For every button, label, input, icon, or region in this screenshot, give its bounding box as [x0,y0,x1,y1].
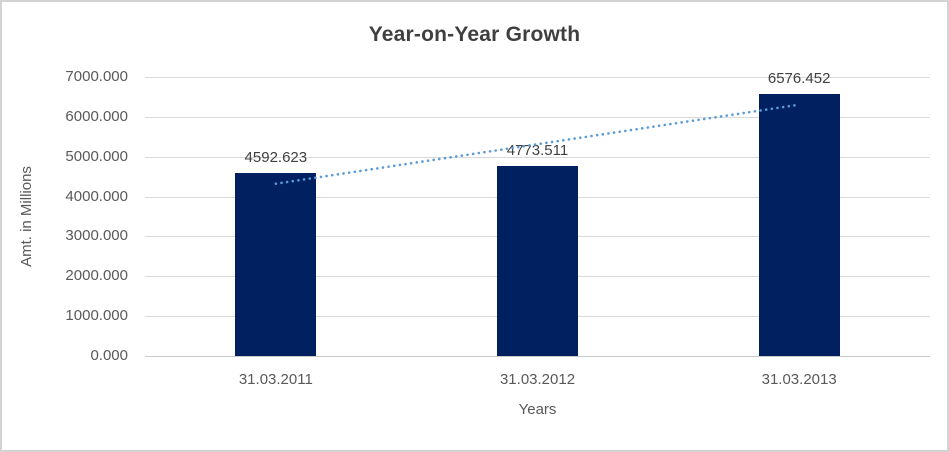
y-tick-label: 1000.000 [65,307,128,325]
gridline [145,116,930,118]
trendline [274,103,801,186]
chart-title: Year-on-Year Growth [368,23,581,46]
plot-area: 4592.623 4773.511 6576.452 [145,70,930,357]
data-label-31.03.2012: 4773.511 [506,141,569,159]
y-tick-label: 0.000 [90,347,128,364]
data-label-31.03.2013: 6576.452 [767,69,831,87]
y-tick-label: 4000.000 [65,187,128,205]
y-axis-title-text: Amt. in Millions [17,166,35,267]
trendline-path [274,103,801,186]
y-tick-label: 6000.000 [65,107,128,125]
x-tick-label-31.03.2011: 31.03.2011 [238,371,313,388]
x-axis-title: Years [518,401,557,418]
y-tick-label: 3000.000 [65,227,128,245]
bar-31.03.2013 [758,93,840,356]
bar-31.03.2011 [235,172,317,356]
bar-31.03.2012 [497,165,578,356]
gridline [145,77,930,78]
y-tick-label: 5000.000 [65,147,128,165]
y-tick-label: 2000.000 [65,267,128,285]
x-tick-label-31.03.2012: 31.03.2012 [499,371,576,388]
x-tick-label-31.03.2013: 31.03.2013 [761,371,837,388]
gridline [145,156,930,158]
data-label-31.03.2011: 4592.623 [244,148,308,166]
y-tick-label: 7000.000 [65,68,128,85]
